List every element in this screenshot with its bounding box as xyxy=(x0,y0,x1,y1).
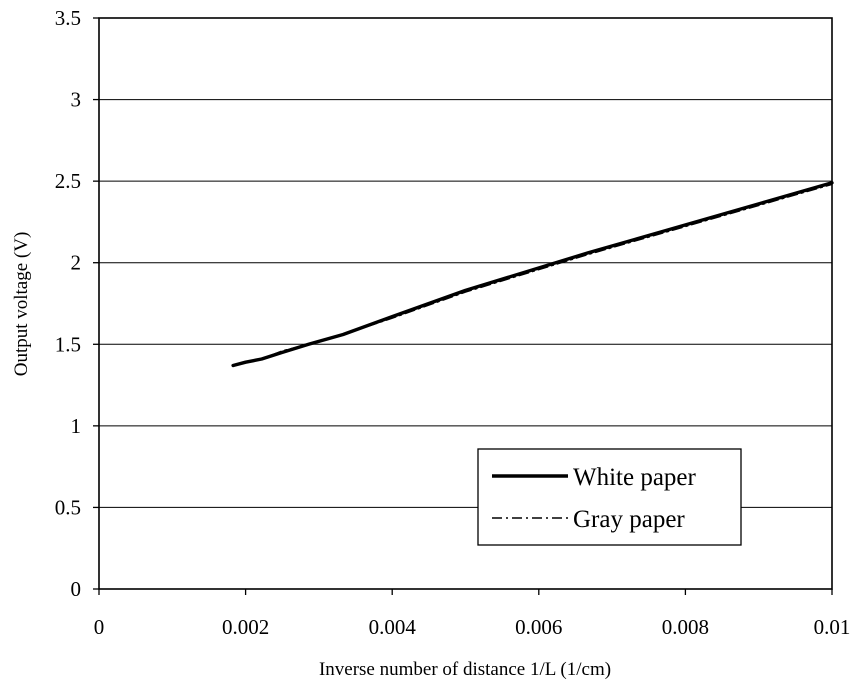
plot-area-frame xyxy=(98,17,833,590)
x-tick-label: 0.008 xyxy=(662,615,709,639)
x-tick-label: 0.004 xyxy=(369,615,417,639)
y-tick-label: 2 xyxy=(71,251,82,275)
y-axis-tick-labels: 0 0.5 1 1.5 2 2.5 3 3.5 xyxy=(55,6,99,601)
legend-label-gray-paper: Gray paper xyxy=(573,506,685,533)
y-tick-label: 1 xyxy=(71,414,82,438)
y-tick-label: 0 xyxy=(71,577,82,601)
x-tick-label: 0.002 xyxy=(222,615,269,639)
y-tick-label: 1.5 xyxy=(55,332,81,356)
x-axis-tick-labels: 0 0.002 0.004 0.006 0.008 0.01 xyxy=(94,589,851,639)
series-line-white-paper xyxy=(231,181,834,368)
x-axis-title: Inverse number of distance 1/L (1/cm) xyxy=(319,659,611,680)
series-line-gray-paper xyxy=(232,183,833,367)
series-lines xyxy=(231,181,834,368)
y-tick-label: 2.5 xyxy=(55,169,81,193)
x-tick-label: 0.006 xyxy=(515,615,562,639)
x-tick-label: 0 xyxy=(94,615,105,639)
y-axis-title: Output voltage (V) xyxy=(11,232,32,377)
y-tick-label: 0.5 xyxy=(55,495,81,519)
legend: White paper Gray paper xyxy=(477,448,742,546)
gridlines xyxy=(99,99,832,508)
x-tick-label: 0.01 xyxy=(814,615,851,639)
legend-label-white-paper: White paper xyxy=(573,464,697,491)
y-tick-label: 3.5 xyxy=(55,6,81,30)
legend-box xyxy=(477,448,742,546)
y-tick-label: 3 xyxy=(71,88,82,112)
